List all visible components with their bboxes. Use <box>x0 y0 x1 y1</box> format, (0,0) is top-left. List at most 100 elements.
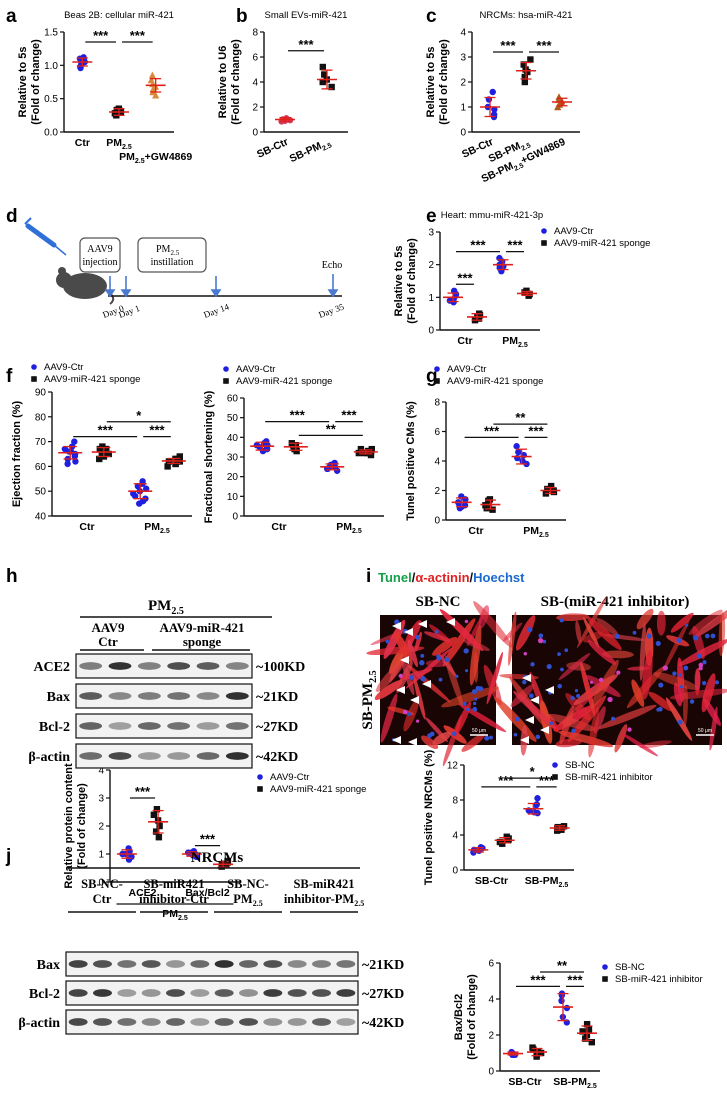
chart-g-series-1 <box>480 496 501 513</box>
legend-label: AAV9-miR-421 sponge <box>270 784 366 795</box>
chart-a-title: Beas 2B: cellular miR-421 <box>64 10 174 21</box>
significance-label: *** <box>341 408 357 423</box>
timeline-box-pm-line1: PM2.5 <box>156 244 180 257</box>
data-point <box>582 1035 589 1042</box>
nucleus <box>420 676 426 682</box>
blot-h-group2-line2: sponge <box>183 634 222 649</box>
chart-c-ytick-label: 1 <box>460 103 466 114</box>
blot-band <box>137 752 161 760</box>
chart-e-xtick-label: PM2.5 <box>502 335 528 349</box>
blot-h-row-label: β-actin <box>28 750 70 765</box>
chart-f2-ytick-label: 0 <box>232 512 238 523</box>
cardiomyocyte <box>683 684 688 727</box>
chart-b-ytick-label: 8 <box>252 28 258 39</box>
panel-letter-h: h <box>6 566 18 587</box>
chart-a-ytick-label: 1.5 <box>44 28 58 39</box>
blot-j-row-label: β-actin <box>18 1016 60 1031</box>
data-point <box>321 71 328 78</box>
data-point <box>155 834 163 841</box>
data-point <box>529 1044 536 1051</box>
nucleus <box>528 693 534 699</box>
chart-e-ytick-label: 0 <box>428 326 434 337</box>
chart-a-xtick-label: Ctr <box>75 137 90 149</box>
nucleus <box>523 652 528 656</box>
nucleus <box>436 655 442 661</box>
blot-band <box>196 722 220 730</box>
cardiomyocyte <box>678 638 727 667</box>
arrowhead-marker <box>446 618 455 626</box>
cardiomyocyte <box>597 704 657 730</box>
legend-label: AAV9-Ctr <box>447 364 486 375</box>
significance-label: *** <box>567 972 583 987</box>
blot-band <box>108 662 132 670</box>
blot-band <box>141 960 161 968</box>
chart-h: 0 1 2 3 4 Relative protein content (Fold of ch… <box>63 763 240 922</box>
data-point <box>223 862 230 869</box>
chart-i-ytick-label: 12 <box>447 761 459 772</box>
blot-j-membrane <box>65 1009 359 1035</box>
nucleus <box>656 707 660 712</box>
data-point <box>520 61 527 68</box>
blot-j-title: NRCMs <box>191 850 244 866</box>
panel-letter-j: j <box>5 846 11 867</box>
blot-h-row-label: Bax <box>47 690 70 705</box>
legend-label: AAV9-miR-421 sponge <box>44 374 140 385</box>
arrowhead-marker <box>392 622 401 630</box>
timeline-panel-d: AAV9 injection PM2.5 instillation Echo D… <box>24 217 346 320</box>
nucleus <box>478 686 484 692</box>
chart-h-xgroup-label: PM2.5 <box>162 908 188 922</box>
blot-band <box>166 1018 185 1026</box>
blot-band <box>239 1018 258 1026</box>
blot-band <box>137 722 161 730</box>
blot-j-membrane <box>65 951 359 977</box>
blot-band <box>79 662 103 670</box>
chart-f2-ytick-label: 10 <box>227 492 239 503</box>
cardiomyocyte <box>693 601 727 638</box>
nucleus <box>398 673 403 678</box>
chart-i-xtick-label: SB-PM2.5 <box>525 875 569 889</box>
chart-f1-ylabel: Ejection fraction (%) <box>11 400 23 507</box>
legend-label: SB-miR-421 inhibitor <box>615 974 703 985</box>
blot-band <box>190 989 210 997</box>
blot-band <box>68 1018 88 1026</box>
panel-letter-a: a <box>6 6 17 27</box>
chart-h-series-3 <box>213 857 234 870</box>
cardiomyocyte <box>383 619 406 659</box>
data-point <box>71 438 78 445</box>
timeline-box-aav9-line1: AAV9 <box>87 244 112 255</box>
data-point <box>513 443 520 450</box>
chart-a-xtick-label: PM2.5 <box>106 137 132 151</box>
panel-letter-e: e <box>426 206 437 227</box>
cardiomyocyte <box>515 615 536 651</box>
data-point <box>558 997 565 1004</box>
blot-band <box>166 960 185 968</box>
chart-h-ytick-label: 1 <box>98 850 104 861</box>
nucleus <box>538 633 544 639</box>
data-point <box>65 448 73 455</box>
significance-label: *** <box>484 423 500 438</box>
blot-j-row-label: Bcl-2 <box>29 987 60 1002</box>
legend-marker <box>31 364 37 370</box>
blot-band <box>141 989 161 997</box>
blot-j-row-label: Bax <box>37 958 60 973</box>
data-point <box>72 458 79 465</box>
chart-f2-ylabel: Fractional shortening (%) <box>203 390 215 523</box>
cardiomyocyte <box>486 651 504 705</box>
blot-band <box>108 692 132 700</box>
chart-j-ytick-label: 2 <box>488 1031 494 1042</box>
panel-letter-d: d <box>6 206 18 227</box>
data-point <box>319 78 326 86</box>
cardiomyocyte <box>393 631 413 663</box>
arrowhead-marker <box>520 736 529 744</box>
data-point <box>583 1021 591 1028</box>
chart-g-xtick-label: PM2.5 <box>523 525 549 539</box>
legend-marker <box>31 376 37 382</box>
nucleus <box>535 734 541 740</box>
cardiomyocyte <box>556 613 590 621</box>
blot-j-group-line1: SB-miR421 <box>143 877 204 891</box>
blot-h-group1-line2: Ctr <box>98 634 118 649</box>
chart-g-ytick-label: 4 <box>434 457 440 468</box>
mouse-icon <box>56 267 115 305</box>
blot-band <box>167 692 191 700</box>
blot-h-membrane <box>75 713 253 739</box>
